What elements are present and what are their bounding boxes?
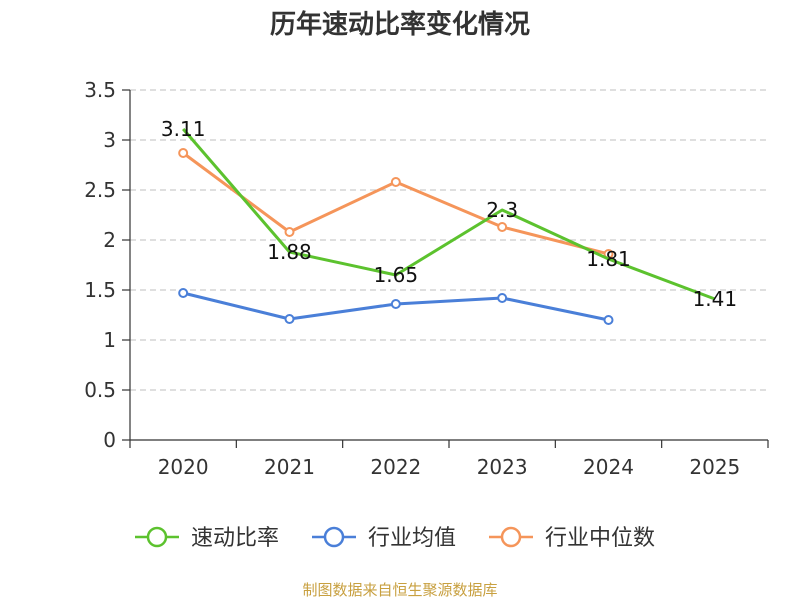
series-line-1 [182, 128, 716, 301]
legend-item-2[interactable]: 行业均值 [312, 526, 456, 551]
series-point-3[interactable] [284, 227, 295, 237]
series-point-2[interactable] [390, 299, 401, 309]
y-tick-label: 2.5 [84, 178, 116, 202]
y-tick-label: 1 [103, 328, 116, 352]
legend[interactable]: 速动比率 行业均值 行业中位数 [135, 526, 655, 551]
x-tick-label: 2021 [264, 455, 315, 479]
series-layer [178, 128, 716, 325]
series-point-2[interactable] [603, 315, 614, 325]
x-tick-label: 2025 [689, 455, 740, 479]
source-note: 制图数据来自恒生聚源数据库 [302, 581, 497, 599]
y-tick-label: 2 [103, 228, 116, 252]
x-tick-label: 2020 [158, 455, 209, 479]
series-point-2[interactable] [178, 288, 189, 298]
grid-lines [130, 89, 768, 391]
data-label: 1.88 [267, 240, 312, 264]
data-label: 1.81 [586, 247, 631, 271]
data-label: 1.65 [374, 263, 419, 287]
legend-marker [323, 526, 345, 548]
legend-marker [500, 526, 522, 548]
legend-marker [146, 526, 168, 548]
legend-item-3[interactable]: 行业中位数 [489, 526, 655, 551]
x-tick-label: 2022 [370, 455, 421, 479]
series-point-3[interactable] [497, 222, 508, 232]
data-labels: 3.11 1.88 1.65 2.3 1.81 1.41 [161, 117, 737, 311]
chart-title: 历年速动比率变化情况 [270, 9, 530, 40]
legend-label: 行业均值 [368, 526, 456, 551]
series-point-3[interactable] [178, 148, 189, 158]
series-point-3[interactable] [390, 177, 401, 187]
y-tick-label: 0 [103, 428, 116, 452]
x-tick-label: 2023 [477, 455, 528, 479]
series-point-2[interactable] [284, 314, 295, 324]
data-label: 2.3 [486, 198, 518, 222]
legend-label: 速动比率 [191, 526, 279, 551]
legend-item-1[interactable]: 速动比率 [135, 526, 279, 551]
axes: 0 0.5 1 1.5 2 2.5 3 3.5 2020 2021 2022 2023 2024 2025 [84, 78, 769, 479]
y-tick-label: 0.5 [84, 378, 116, 402]
y-tick-label: 3.5 [84, 78, 116, 102]
y-tick-label: 3 [103, 128, 116, 152]
data-label: 1.41 [693, 287, 738, 311]
y-tick-label: 1.5 [84, 278, 116, 302]
legend-label: 行业中位数 [545, 526, 655, 551]
x-tick-label: 2024 [583, 455, 634, 479]
series-point-2[interactable] [497, 293, 508, 303]
data-label: 3.11 [161, 117, 206, 141]
